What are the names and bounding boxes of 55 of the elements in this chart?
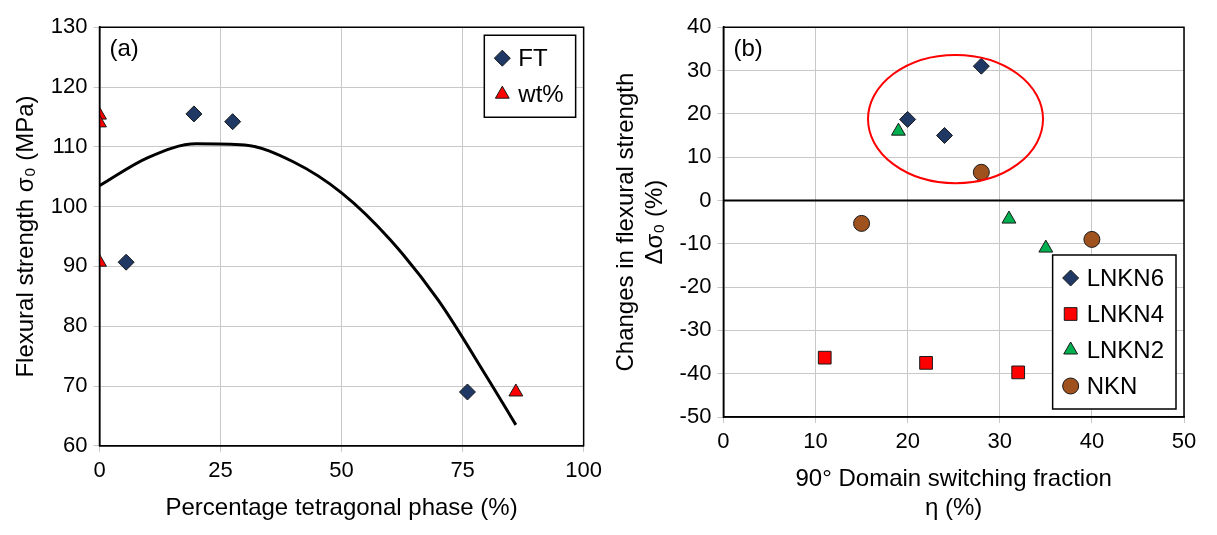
x-tick-label: 20 (895, 428, 920, 454)
y-tick-label: 60 (63, 431, 88, 457)
y-tick-label: -40 (679, 359, 712, 385)
y-tick-label: 10 (686, 143, 712, 169)
point (458, 383, 476, 401)
legend-label: wt% (517, 79, 564, 107)
point (1001, 210, 1017, 224)
y-tick-label: 40 (686, 13, 712, 39)
x-tick-label: 50 (329, 457, 354, 483)
point (899, 110, 917, 128)
y-tick-label: -30 (679, 316, 712, 342)
annotation: (a) (109, 33, 139, 61)
y-tick-label: 20 (686, 99, 712, 125)
y-tick-label: 30 (686, 56, 712, 82)
x-tick-label: 100 (565, 457, 603, 483)
x-tick-label: 10 (803, 428, 828, 454)
annotation: (b) (733, 33, 763, 61)
point (972, 57, 990, 75)
x-axis-title: Percentage tetragonal phase (%) (165, 493, 518, 521)
x-tick-label: 50 (1171, 428, 1197, 454)
y-tick-label: 100 (50, 192, 88, 218)
x-tick-label: 30 (987, 428, 1012, 454)
y-tick-label: 90 (63, 252, 88, 278)
legend-label: FT (518, 43, 548, 71)
point (972, 163, 990, 181)
point (1083, 230, 1101, 248)
y-tick-label: -50 (679, 403, 712, 429)
y-tick-label: 130 (50, 13, 88, 39)
legend-label: LNKN4 (1086, 299, 1165, 327)
y-tick-label: 70 (63, 372, 88, 398)
point (1011, 365, 1026, 380)
point (224, 113, 242, 131)
x-tick-label: 40 (1079, 428, 1105, 454)
point (1038, 239, 1054, 253)
point (817, 350, 832, 365)
legend-label: NKN (1086, 371, 1138, 399)
y-tick-label: -10 (679, 229, 712, 255)
y-tick-label: 80 (63, 312, 88, 338)
point (919, 356, 933, 370)
point (891, 122, 906, 136)
y-tick-label: -20 (679, 273, 712, 299)
y-tick-label: 120 (50, 73, 88, 99)
x-axis-title: 90° Domain switching fraction η (%) (795, 464, 1112, 521)
x-tick-label: 0 (93, 457, 106, 483)
y-tick-label: 0 (699, 186, 712, 212)
x-tick-label: 25 (208, 457, 233, 483)
legend-label: LNKN6 (1086, 263, 1165, 291)
point (935, 126, 953, 144)
legend-label: LNKN2 (1086, 335, 1165, 363)
y-axis-title: Flexural strength σ₀ (MPa) (11, 95, 39, 378)
x-tick-label: 0 (717, 428, 730, 454)
y-axis-title: Changes in flexural strength Δσ₀ (%) (611, 72, 667, 372)
point (853, 214, 871, 232)
x-tick-label: 75 (450, 457, 475, 483)
y-tick-label: 110 (52, 132, 88, 158)
